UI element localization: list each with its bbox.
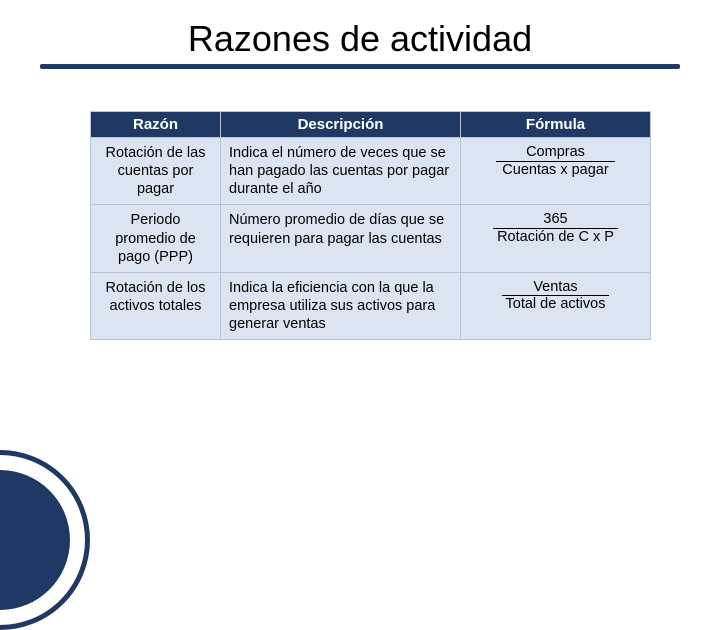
fraction: 365 Rotación de C x P <box>493 211 618 245</box>
cell-razon: Rotación de las cuentas por pagar <box>91 138 221 205</box>
fraction-denominator: Rotación de C x P <box>493 229 618 246</box>
table-row: Rotación de las cuentas por pagar Indica… <box>91 138 651 205</box>
col-header-formula: Fórmula <box>461 112 651 138</box>
cell-descripcion: Número promedio de días que se requieren… <box>221 205 461 272</box>
table-row: Periodo promedio de pago (PPP) Número pr… <box>91 205 651 272</box>
fraction-numerator: 365 <box>493 211 618 229</box>
fraction: Compras Cuentas x pagar <box>496 144 615 178</box>
ratios-table: Razón Descripción Fórmula Rotación de la… <box>90 111 651 340</box>
cell-formula: 365 Rotación de C x P <box>461 205 651 272</box>
slide-header: Razones de actividad <box>0 0 720 77</box>
slide-title: Razones de actividad <box>0 18 720 60</box>
slide-content: Razón Descripción Fórmula Rotación de la… <box>0 77 720 340</box>
fraction-denominator: Total de activos <box>502 296 610 313</box>
title-underline <box>40 64 680 69</box>
col-header-razon: Razón <box>91 112 221 138</box>
cell-formula: Compras Cuentas x pagar <box>461 138 651 205</box>
cell-razon: Periodo promedio de pago (PPP) <box>91 205 221 272</box>
fraction-numerator: Ventas <box>502 279 610 297</box>
col-header-descripcion: Descripción <box>221 112 461 138</box>
fraction-numerator: Compras <box>496 144 615 162</box>
table-row: Rotación de los activos totales Indica l… <box>91 272 651 339</box>
cell-razon: Rotación de los activos totales <box>91 272 221 339</box>
cell-descripcion: Indica la eficiencia con la que la empre… <box>221 272 461 339</box>
fraction-denominator: Cuentas x pagar <box>496 162 615 179</box>
table-header-row: Razón Descripción Fórmula <box>91 112 651 138</box>
cell-descripcion: Indica el número de veces que se han pag… <box>221 138 461 205</box>
fraction: Ventas Total de activos <box>502 279 610 313</box>
cell-formula: Ventas Total de activos <box>461 272 651 339</box>
